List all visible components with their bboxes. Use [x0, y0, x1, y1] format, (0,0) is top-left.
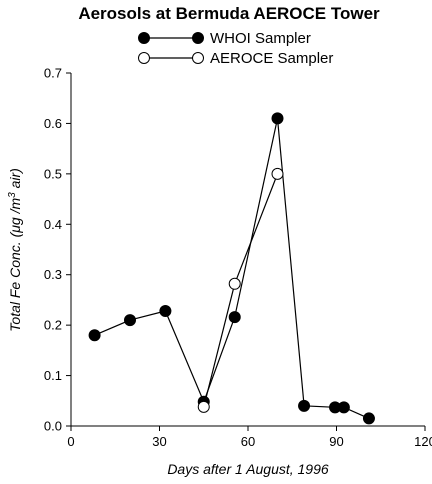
- y-tick-label: 0.4: [44, 217, 62, 232]
- data-point-whoi: [298, 399, 311, 412]
- y-tick-label: 0.3: [44, 267, 62, 282]
- series-layer: [88, 112, 375, 425]
- series-line-whoi: [94, 118, 370, 419]
- data-point-whoi: [124, 314, 136, 327]
- x-tick-label: 0: [67, 434, 74, 449]
- legend-label-whoi: WHOI Sampler: [210, 30, 311, 47]
- data-point-whoi: [228, 311, 241, 324]
- y-axis-label-sup: 3: [7, 192, 18, 198]
- data-point-aeroce: [228, 277, 241, 290]
- x-tick-label: 120: [414, 434, 432, 449]
- data-point-whoi: [159, 305, 172, 318]
- y-tick-label: 0.0: [44, 419, 62, 434]
- data-point-whoi: [88, 329, 101, 342]
- data-point-aeroce: [197, 400, 210, 413]
- x-tick-label: 90: [329, 434, 343, 449]
- legend-marker-whoi-right: [192, 32, 204, 44]
- y-axis-label-mid: g /m: [7, 198, 23, 226]
- legend-marker-aeroce-left: [138, 52, 150, 64]
- y-tick-label: 0.6: [44, 116, 62, 131]
- chart-title: Aerosols at Bermuda AEROCE Tower: [78, 4, 380, 23]
- x-tick-label: 30: [152, 434, 166, 449]
- x-axis-label: Days after 1 August, 1996: [167, 461, 329, 477]
- data-point-aeroce: [271, 167, 284, 180]
- y-axis-label-suffix: air): [7, 168, 23, 192]
- legend: WHOI Sampler AEROCE Sampler: [138, 30, 333, 67]
- y-axis-label-mu: μ: [7, 225, 23, 234]
- legend-label-aeroce: AEROCE Sampler: [210, 50, 333, 67]
- y-tick-label: 0.7: [44, 66, 62, 81]
- y-ticks: 0.0 0.1 0.2 0.3 0.4 0.5 0.6 0.7: [44, 66, 71, 434]
- y-axis-label: Total Fe Conc. (μg /m3 air): [7, 168, 24, 332]
- legend-marker-aeroce-right: [192, 52, 204, 64]
- y-tick-label: 0.5: [44, 166, 62, 181]
- y-axis-label-prefix: Total Fe Conc. (: [7, 231, 23, 331]
- x-ticks: 0 30 60 90 120: [67, 426, 432, 449]
- legend-marker-whoi-left: [138, 32, 150, 44]
- y-tick-label: 0.1: [44, 368, 62, 383]
- data-point-whoi: [271, 112, 284, 125]
- data-point-whoi: [337, 401, 350, 414]
- y-tick-label: 0.2: [44, 318, 62, 333]
- data-point-whoi: [362, 412, 375, 425]
- x-tick-label: 60: [241, 434, 255, 449]
